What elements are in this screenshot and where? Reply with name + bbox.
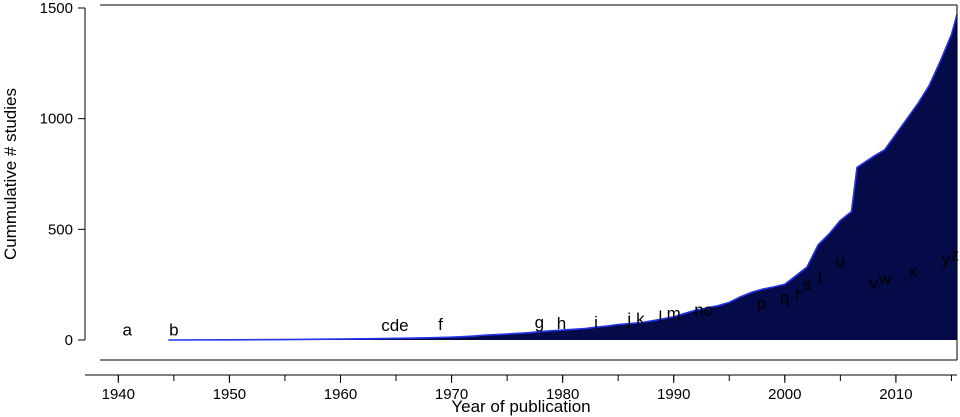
series-line <box>168 14 958 341</box>
x-tick-label: 1970 <box>435 386 468 403</box>
annotation-no: no <box>694 301 713 320</box>
area-fill <box>168 14 957 340</box>
annotation-y: y <box>942 250 951 269</box>
annotation-w: w <box>878 270 892 289</box>
x-tick-label: 2010 <box>879 386 912 403</box>
axes: 0 500 1000 1500 1940 1950 1960 1970 1980 1990 2000… <box>40 0 958 403</box>
annotation-r: r <box>795 284 801 303</box>
annotation-l: l <box>659 307 663 326</box>
x-tick-label: 1980 <box>546 386 579 403</box>
annotation-m: m <box>667 304 681 323</box>
annotation-h: h <box>557 314 566 333</box>
x-tick-label: 1950 <box>213 386 246 403</box>
annotation-p: p <box>757 294 766 313</box>
y-tick-label: 1000 <box>40 111 73 128</box>
y-tick-label: 500 <box>48 221 73 238</box>
annotation-t: t <box>818 269 823 288</box>
annotation-k: k <box>636 310 645 329</box>
x-tick-label: 1960 <box>324 386 357 403</box>
annotation-j: j <box>626 310 631 329</box>
x-tick-label: 2000 <box>768 386 801 403</box>
annotation-q: q <box>780 288 789 307</box>
annotation-z: z <box>951 245 960 264</box>
annotation-g: g <box>535 313 544 332</box>
y-tick-label: 1500 <box>40 0 73 17</box>
annotation-cde: cde <box>381 316 408 335</box>
plot-area <box>168 14 958 341</box>
y-axis-title: Cummulative # studies <box>1 88 20 260</box>
annotation-labels: a b cde f g h i j k l m no p q r s tu v w x y z <box>122 245 959 339</box>
annotation-i: i <box>594 313 598 332</box>
y-tick-label: 0 <box>65 332 73 349</box>
annotation-b: b <box>169 321 178 340</box>
annotation-x: x <box>908 262 917 281</box>
x-tick-label: 1990 <box>657 386 690 403</box>
annotation-v: v <box>869 274 878 293</box>
annotation-f: f <box>438 315 443 334</box>
x-axis-title: Year of publication <box>451 397 590 416</box>
x-tick-label: 1940 <box>102 386 135 403</box>
annotation-s: s <box>803 275 812 294</box>
annotation-a: a <box>122 321 132 340</box>
annotation-u: u <box>836 252 845 271</box>
